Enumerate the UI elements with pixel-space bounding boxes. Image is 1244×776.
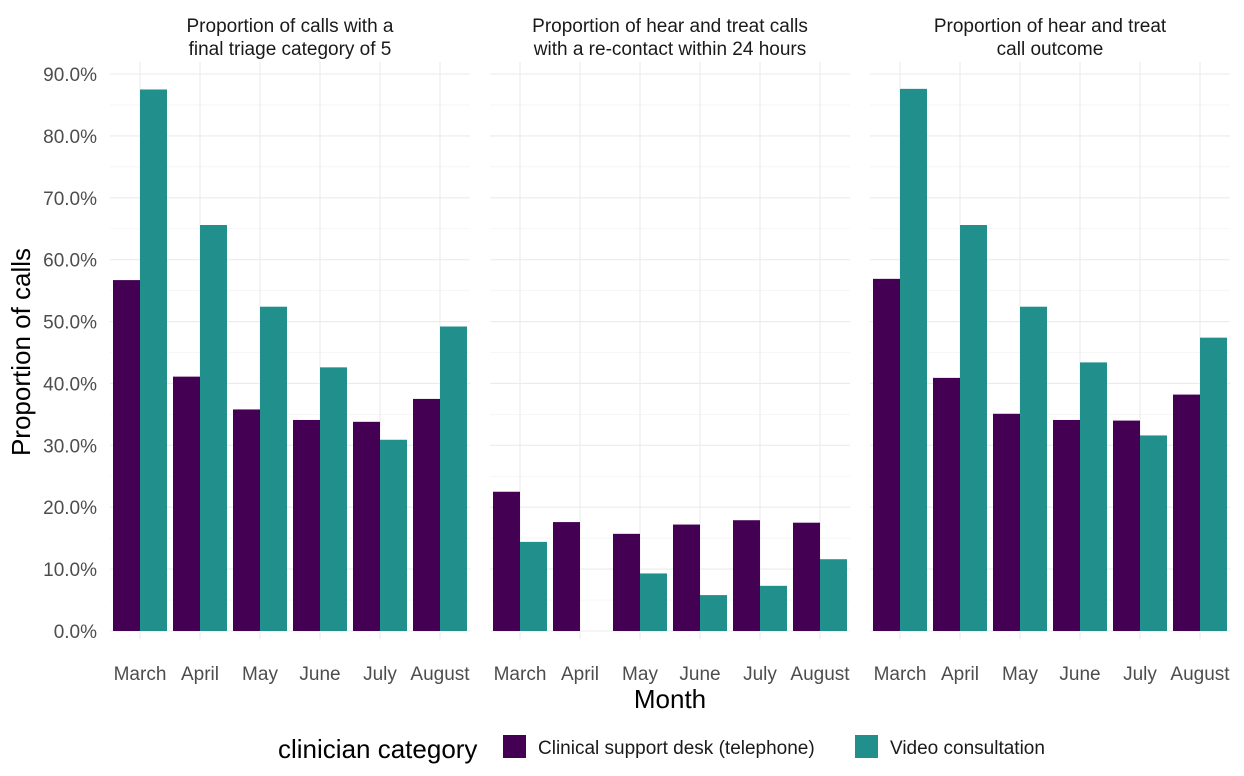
y-tick-label: 50.0% (43, 313, 97, 334)
facet-title: with a re-contact within 24 hours (533, 39, 806, 60)
x-tick-label: March (874, 664, 927, 685)
bar-video-march (520, 541, 547, 631)
x-tick-label: April (941, 664, 979, 685)
bar-video-april (200, 225, 227, 631)
bar-telephone-april (933, 377, 960, 631)
x-axis-title: Month (634, 684, 706, 714)
y-tick-label: 70.0% (43, 189, 97, 210)
legend-title: clinician category (278, 734, 477, 764)
legend-swatch (855, 735, 878, 758)
bar-telephone-july (353, 421, 380, 631)
bar-video-may (640, 573, 667, 631)
bar-telephone-march (873, 278, 900, 631)
facet-title: Proportion of calls with a (187, 16, 394, 37)
bar-telephone-june (1053, 419, 1080, 631)
bar-telephone-march (493, 491, 520, 631)
y-tick-label: 10.0% (43, 560, 97, 581)
bar-video-july (760, 585, 787, 631)
bar-video-june (320, 367, 347, 631)
bar-telephone-june (673, 524, 700, 631)
x-tick-label: August (410, 664, 470, 685)
x-tick-label: March (494, 664, 547, 685)
bar-telephone-may (613, 533, 640, 631)
x-tick-label: April (181, 664, 219, 685)
bar-video-july (1140, 435, 1167, 631)
legend-label: Video consultation (890, 738, 1045, 759)
bar-video-august (1200, 337, 1227, 631)
bar-video-june (1080, 362, 1107, 631)
bar-video-march (140, 89, 167, 631)
y-tick-label: 0.0% (54, 622, 97, 643)
y-tick-label: 30.0% (43, 436, 97, 457)
bar-telephone-july (1113, 420, 1140, 631)
facet-title: final triage category of 5 (189, 39, 392, 60)
x-tick-label: April (561, 664, 599, 685)
x-tick-label: May (622, 664, 658, 685)
bar-video-july (380, 439, 407, 631)
facet-title: Proportion of hear and treat calls (532, 16, 808, 37)
bar-video-june (700, 595, 727, 631)
bar-video-august (440, 326, 467, 631)
bar-telephone-may (233, 409, 260, 631)
facet-title: call outcome (997, 39, 1104, 60)
x-tick-label: August (1170, 664, 1230, 685)
x-tick-label: July (743, 664, 777, 685)
x-tick-label: June (679, 664, 720, 685)
bar-telephone-march (113, 280, 140, 631)
legend-swatch (503, 735, 526, 758)
x-tick-label: May (242, 664, 278, 685)
bar-video-may (260, 306, 287, 631)
x-tick-label: July (363, 664, 397, 685)
bar-telephone-august (793, 522, 820, 631)
legend-label: Clinical support desk (telephone) (538, 738, 815, 759)
y-tick-label: 80.0% (43, 127, 97, 148)
y-tick-label: 60.0% (43, 251, 97, 272)
y-axis-title: Proportion of calls (6, 248, 36, 456)
x-tick-label: August (790, 664, 850, 685)
bar-video-august (820, 559, 847, 631)
bar-telephone-may (993, 413, 1020, 631)
x-tick-label: March (114, 664, 167, 685)
y-tick-label: 90.0% (43, 65, 97, 86)
x-tick-label: June (1059, 664, 1100, 685)
bar-telephone-april (173, 376, 200, 631)
bar-telephone-june (293, 419, 320, 631)
bar-video-april (960, 225, 987, 631)
bar-video-may (1020, 306, 1047, 631)
y-tick-label: 40.0% (43, 374, 97, 395)
bar-telephone-august (413, 398, 440, 631)
x-tick-label: July (1123, 664, 1157, 685)
bar-telephone-july (733, 520, 760, 631)
x-tick-label: May (1002, 664, 1038, 685)
x-tick-label: June (299, 664, 340, 685)
bar-telephone-april (553, 522, 580, 631)
bar-video-march (900, 88, 927, 631)
y-tick-label: 20.0% (43, 498, 97, 519)
bar-telephone-august (1173, 394, 1200, 631)
facet-title: Proportion of hear and treat (934, 16, 1167, 37)
